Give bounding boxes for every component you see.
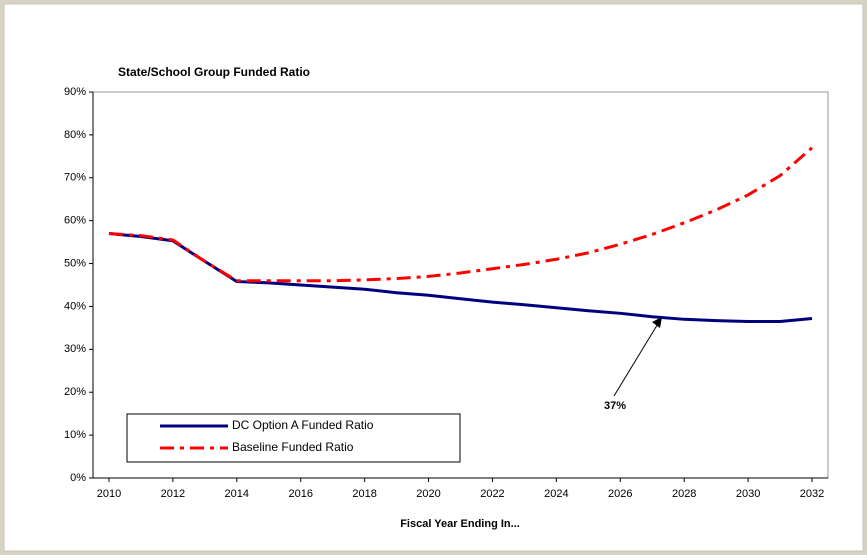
chart-title: State/School Group Funded Ratio — [118, 65, 310, 79]
x-tick-label: 2026 — [608, 488, 632, 500]
y-tick-label: 40% — [64, 300, 86, 312]
y-tick-label: 90% — [64, 86, 86, 98]
x-tick-label: 2018 — [352, 488, 376, 500]
y-tick-label: 0% — [70, 472, 86, 484]
x-tick-label: 2012 — [161, 488, 185, 500]
x-tick-label: 2032 — [800, 488, 824, 500]
y-tick-label: 60% — [64, 215, 86, 227]
x-tick-label: 2022 — [480, 488, 504, 500]
legend-label: DC Option A Funded Ratio — [232, 418, 374, 432]
annotation: 37% — [604, 400, 626, 412]
y-tick-label: 30% — [64, 343, 86, 355]
legend-label: Baseline Funded Ratio — [232, 440, 354, 454]
annotation-arrow — [613, 321, 660, 397]
x-tick-label: 2028 — [672, 488, 696, 500]
x-axis-label: Fiscal Year Ending In... — [400, 518, 520, 530]
chart-panel — [3, 3, 864, 552]
arrow-head — [652, 317, 662, 328]
series-line — [108, 146, 814, 283]
x-tick-label: 2010 — [97, 488, 121, 500]
x-tick-label: 2024 — [544, 488, 568, 500]
y-tick-label: 50% — [64, 257, 86, 269]
y-tick-label: 10% — [64, 429, 86, 441]
y-tick-label: 20% — [64, 386, 86, 398]
x-tick-label: 2020 — [416, 488, 440, 500]
x-tick-label: 2014 — [225, 488, 249, 500]
y-tick-label: 80% — [64, 129, 86, 141]
x-tick-label: 2030 — [736, 488, 760, 500]
x-tick-label: 2016 — [288, 488, 312, 500]
legend — [126, 413, 461, 463]
y-tick-label: 70% — [64, 172, 86, 184]
